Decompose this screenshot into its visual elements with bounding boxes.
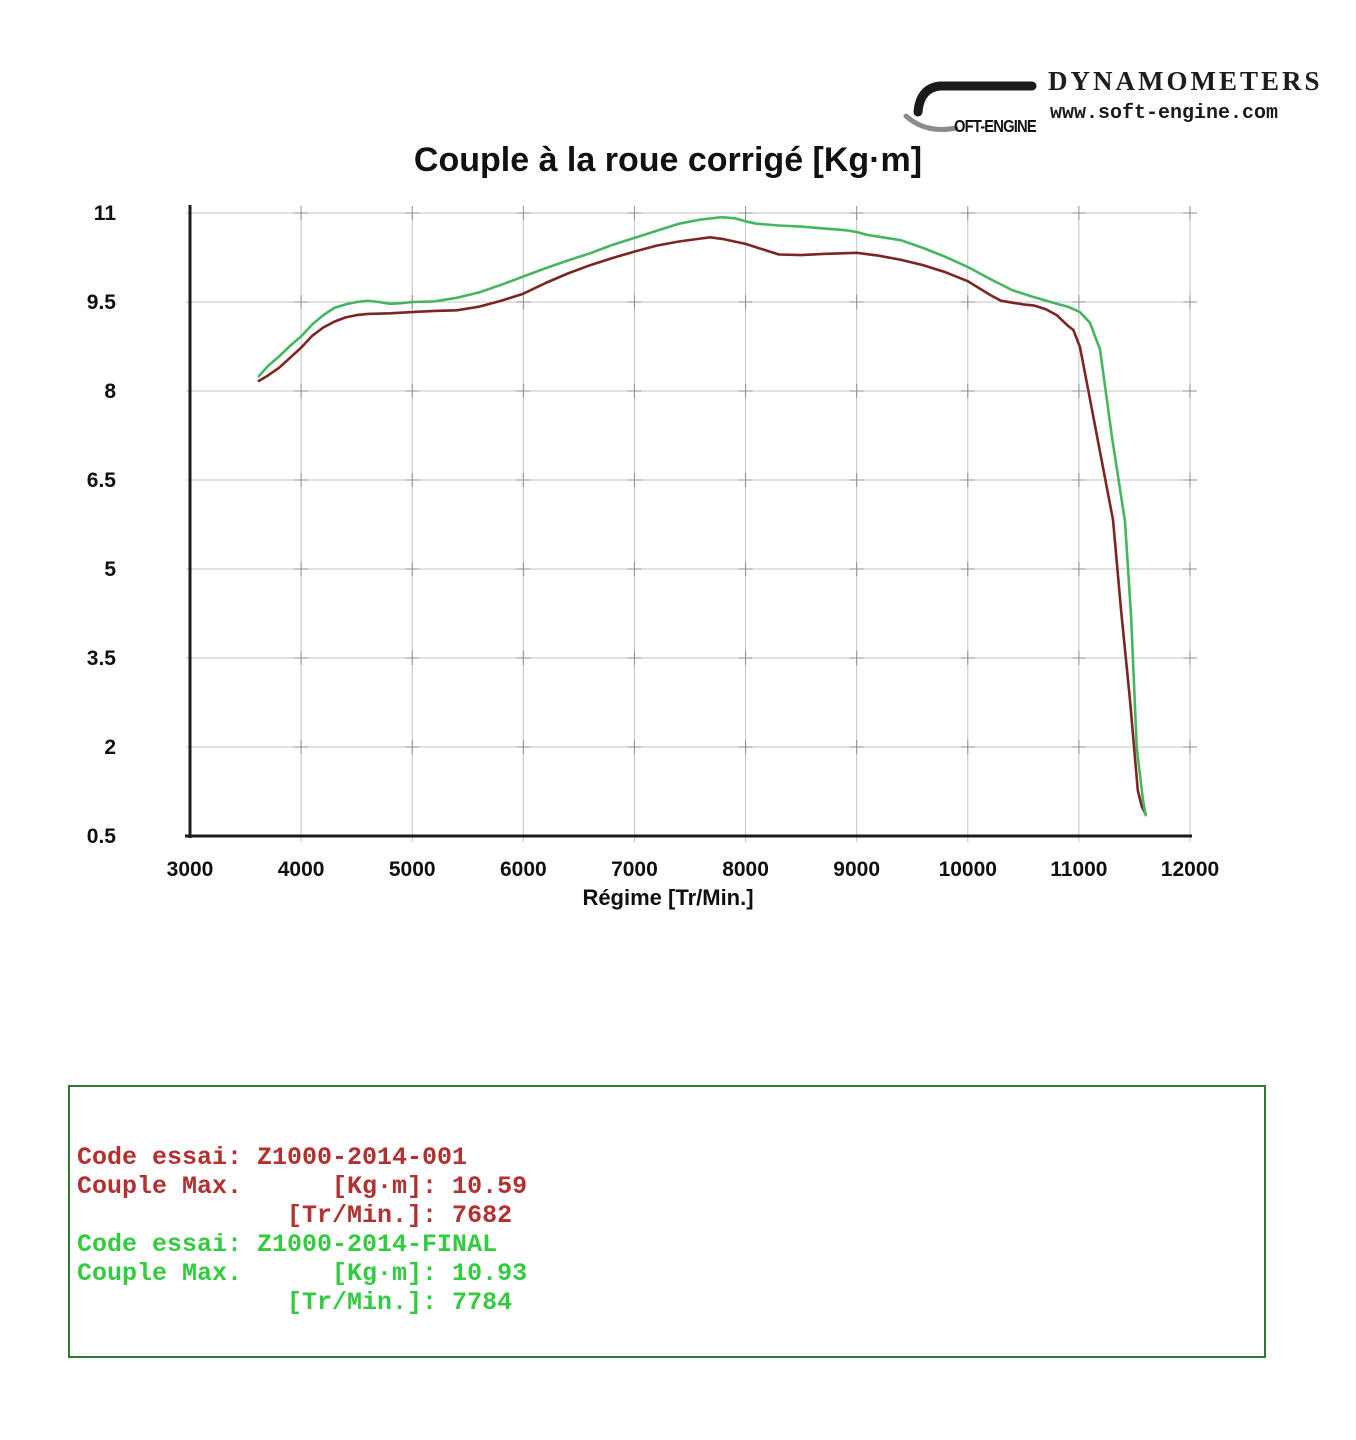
legend-line: Couple Max. [Kg·m]: 10.59 bbox=[77, 1172, 528, 1201]
y-tick-label: 9.5 bbox=[87, 291, 117, 314]
legend-box: Code essai: Z1000-2014-001 Couple Max. [K… bbox=[68, 1085, 1266, 1358]
torque-curve-Z1000-2014-001 bbox=[257, 236, 1147, 816]
y-tick-label: 2 bbox=[104, 736, 116, 759]
x-tick-label: 8000 bbox=[722, 858, 769, 881]
x-tick-label: 7000 bbox=[611, 858, 658, 881]
axis-layer bbox=[185, 205, 1192, 838]
chart-title: Couple à la roue corrigé [Kg·m] bbox=[413, 141, 923, 179]
y-tick-label: 11 bbox=[94, 202, 117, 225]
logo-swoosh-tail bbox=[903, 113, 959, 132]
x-tick-label: 11000 bbox=[1050, 858, 1107, 881]
y-tick-label: 3.5 bbox=[87, 647, 117, 670]
legend-line: Couple Max. [Kg·m]: 10.93 bbox=[77, 1259, 528, 1288]
curve-layer bbox=[257, 215, 1147, 817]
torque-curve-Z1000-2014-FINAL bbox=[257, 215, 1147, 817]
x-tick-label: 9000 bbox=[833, 858, 880, 881]
y-tick-label: 6.5 bbox=[87, 469, 117, 492]
x-tick-label: 4000 bbox=[278, 858, 325, 881]
logo-wordmark: OFT-ENGINE bbox=[954, 117, 1037, 137]
x-tick-label: 10000 bbox=[939, 858, 997, 881]
legend-line: Code essai: Z1000-2014-001 bbox=[77, 1143, 468, 1172]
x-tick-label: 6000 bbox=[500, 858, 547, 881]
x-tick-label: 3000 bbox=[167, 858, 214, 881]
soft-engine-logo: OFT-ENGINE bbox=[903, 81, 1038, 137]
legend-text: Code essai: Z1000-2014-001 Couple Max. [K… bbox=[70, 1087, 1264, 1317]
brand-url: www.soft-engine.com bbox=[1050, 102, 1279, 125]
legend-line: [Tr/Min.]: 7682 bbox=[77, 1201, 513, 1230]
y-tick-label: 8 bbox=[104, 380, 116, 403]
legend-line: [Tr/Min.]: 7784 bbox=[77, 1288, 513, 1317]
x-tick-label: 5000 bbox=[389, 858, 436, 881]
legend-line: Code essai: Z1000-2014-FINAL bbox=[77, 1230, 498, 1259]
grid-layer bbox=[186, 206, 1197, 842]
y-tick-label: 0.5 bbox=[87, 825, 117, 848]
torque-chart: 3000 4000 5000 6000 7000 8000 9000 10000 11000 12… bbox=[87, 202, 1219, 910]
tick-label-layer: 3000 4000 5000 6000 7000 8000 9000 10000 11000 12… bbox=[87, 202, 1219, 881]
x-axis-title: Régime [Tr/Min.] bbox=[582, 885, 753, 910]
brand-name: DYNAMOMETERS bbox=[1048, 66, 1323, 96]
brand-block: OFT-ENGINE DYNAMOMETERS www.soft-engine.… bbox=[900, 58, 1323, 138]
x-tick-label: 12000 bbox=[1161, 858, 1219, 881]
y-tick-label: 5 bbox=[104, 558, 116, 581]
logo-swoosh-bar bbox=[913, 81, 1037, 117]
